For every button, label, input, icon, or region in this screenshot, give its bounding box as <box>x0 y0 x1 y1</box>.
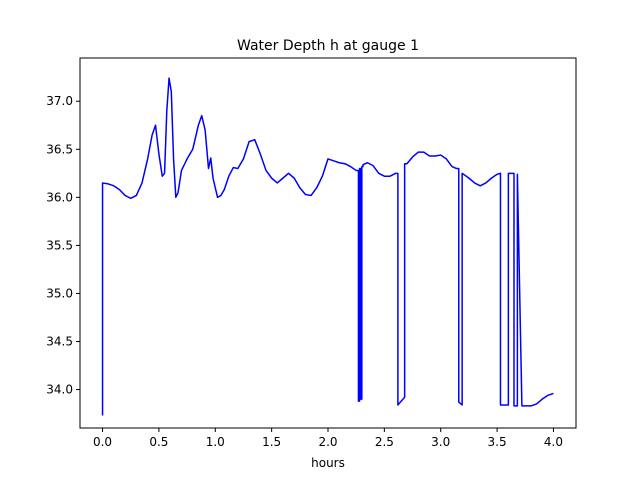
x-axis-label: hours <box>311 456 345 470</box>
x-tick-label: 0.5 <box>149 435 168 449</box>
y-tick-label: 34.5 <box>46 335 73 349</box>
y-tick-label: 35.5 <box>46 238 73 252</box>
x-tick-label: 2.0 <box>318 435 337 449</box>
x-tick-label: 1.5 <box>262 435 281 449</box>
chart-title: Water Depth h at gauge 1 <box>237 38 419 54</box>
x-tick-label: 3.0 <box>431 435 450 449</box>
series-line-water-depth <box>101 77 554 416</box>
y-tick-label: 36.5 <box>46 142 73 156</box>
y-axis: 34.0 34.5 35.0 35.5 36.0 36.5 37.0 <box>46 94 80 397</box>
x-tick-label: 3.5 <box>488 435 507 449</box>
y-tick-label: 36.0 <box>46 190 73 204</box>
y-tick-label: 34.0 <box>46 383 73 397</box>
x-axis: 0.0 0.5 1.0 1.5 2.0 2.5 3.0 3.5 4.0 <box>93 428 563 449</box>
x-tick-label: 4.0 <box>544 435 563 449</box>
x-tick-label: 2.5 <box>375 435 394 449</box>
y-tick-label: 37.0 <box>46 94 73 108</box>
plot-area-frame <box>79 57 577 429</box>
x-tick-label: 0.0 <box>93 435 112 449</box>
series-layer <box>101 77 554 416</box>
x-tick-label: 1.0 <box>206 435 225 449</box>
y-tick-label: 35.0 <box>46 286 73 300</box>
